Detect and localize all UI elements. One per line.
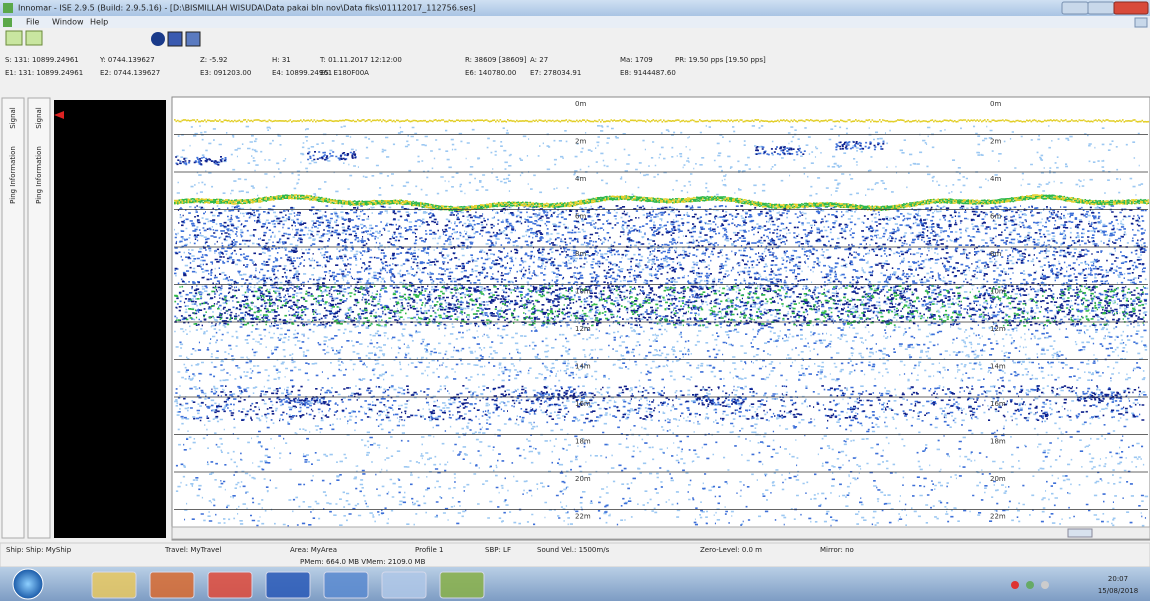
status-field: Ship: Ship: MyShip (6, 546, 72, 554)
status-field: Sound Vel.: 1500m/s (537, 546, 610, 554)
depth-label: 16m (990, 400, 1006, 408)
start-button[interactable] (13, 569, 43, 599)
depth-label: 18m (990, 438, 1006, 446)
info-field: E6: 140780.00 (465, 69, 516, 77)
depth-label: 4m (990, 175, 1001, 183)
depth-label: 4m (575, 175, 586, 183)
depth-label: 0m (575, 100, 586, 108)
depth-label: 10m (990, 288, 1006, 296)
depth-label: 2m (990, 138, 1001, 146)
info-field: E7: 278034.91 (530, 69, 581, 77)
side-tab[interactable]: Ping Information (9, 146, 17, 204)
info-field: E8: 9144487.60 (620, 69, 676, 77)
depth-label: 2m (575, 138, 586, 146)
scroll-thumb[interactable] (1068, 529, 1092, 537)
menu-item[interactable]: Help (90, 18, 108, 27)
menu-item[interactable]: Window (52, 18, 84, 27)
app-icon (3, 3, 13, 13)
depth-label: 14m (575, 363, 591, 371)
page: {"window": {"title": "Innomar - ISE 2.9.… (0, 0, 1150, 601)
info-field: Ma: 1709 (620, 56, 653, 64)
view-button[interactable] (186, 32, 200, 46)
depth-label: 12m (990, 325, 1006, 333)
depth-label: 16m (575, 400, 591, 408)
depth-label: 10m (575, 288, 591, 296)
taskbar-app[interactable] (266, 572, 310, 598)
depth-label: 8m (575, 250, 586, 258)
info-field: E1: 131: 10899.24961 (5, 69, 83, 77)
info-field: Z: -5.92 (200, 56, 228, 64)
menu-item[interactable]: File (26, 18, 39, 27)
status-field: Travel: MyTravel (164, 546, 221, 554)
status-field: Mirror: no (820, 546, 854, 554)
status-field: SBP: LF (485, 546, 511, 554)
side-tab[interactable]: Signal (9, 107, 17, 129)
info-field: R: 38609 [38609] (465, 56, 527, 64)
info-field: A: 27 (530, 56, 548, 64)
depth-label: 20m (575, 475, 591, 483)
mdi-button[interactable] (1135, 18, 1147, 27)
status-field: Area: MyArea (290, 546, 337, 554)
doc-icon (3, 18, 12, 27)
taskbar-app[interactable] (92, 572, 136, 598)
clock-time: 20:07 (1108, 575, 1128, 583)
info-field: E5: E180F00A (320, 69, 369, 77)
info-field: T: 01.11.2017 12:12:00 (319, 56, 402, 64)
depth-label: 20m (990, 475, 1006, 483)
taskbar-app[interactable] (150, 572, 194, 598)
menu-bar (0, 16, 1150, 28)
depth-label: 14m (990, 363, 1006, 371)
depth-label: 6m (575, 213, 586, 221)
info-field: E3: 091203.00 (200, 69, 251, 77)
depth-label: 8m (990, 250, 1001, 258)
info-field: E2: 0744.139627 (100, 69, 160, 77)
tray-icon[interactable] (1011, 581, 1019, 589)
info-field: Y: 0744.139627 (99, 56, 155, 64)
side-tab[interactable]: Signal (35, 107, 43, 129)
memory-info: PMem: 664.0 MB VMem: 2109.0 MB (300, 558, 426, 566)
taskbar-app[interactable] (440, 572, 484, 598)
open-button[interactable] (6, 31, 22, 45)
info-field: S: 131: 10899.24961 (5, 56, 79, 64)
minimize-button[interactable] (1062, 2, 1088, 14)
clock-date: 15/08/2018 (1098, 587, 1138, 595)
status-field: Zero-Level: 0.0 m (700, 546, 762, 554)
window-title: Innomar - ISE 2.9.5 (Build: 2.9.5.16) - … (18, 4, 476, 13)
signal-panel (54, 100, 166, 538)
scrollbar[interactable] (172, 527, 1150, 539)
taskbar-app[interactable] (382, 572, 426, 598)
depth-label: 22m (575, 513, 591, 521)
taskbar-app[interactable] (208, 572, 252, 598)
info-field: H: 31 (272, 56, 291, 64)
tray-icon[interactable] (1026, 581, 1034, 589)
settings-button[interactable] (168, 32, 182, 46)
depth-label: 6m (990, 213, 1001, 221)
depth-label: 12m (575, 325, 591, 333)
info-field: PR: 19.50 pps [19.50 pps] (675, 56, 766, 64)
tray-icon[interactable] (1041, 581, 1049, 589)
info-button[interactable] (151, 32, 165, 46)
close-button[interactable] (1114, 2, 1148, 14)
save-button[interactable] (26, 31, 42, 45)
taskbar-app[interactable] (324, 572, 368, 598)
depth-label: 0m (990, 100, 1001, 108)
side-tab[interactable]: Ping Information (35, 146, 43, 204)
depth-label: 18m (575, 438, 591, 446)
maximize-button[interactable] (1088, 2, 1114, 14)
app-window: Innomar - ISE 2.9.5 (Build: 2.9.5.16) - … (0, 0, 1150, 601)
status-field: Profile 1 (415, 546, 443, 554)
depth-label: 22m (990, 513, 1006, 521)
